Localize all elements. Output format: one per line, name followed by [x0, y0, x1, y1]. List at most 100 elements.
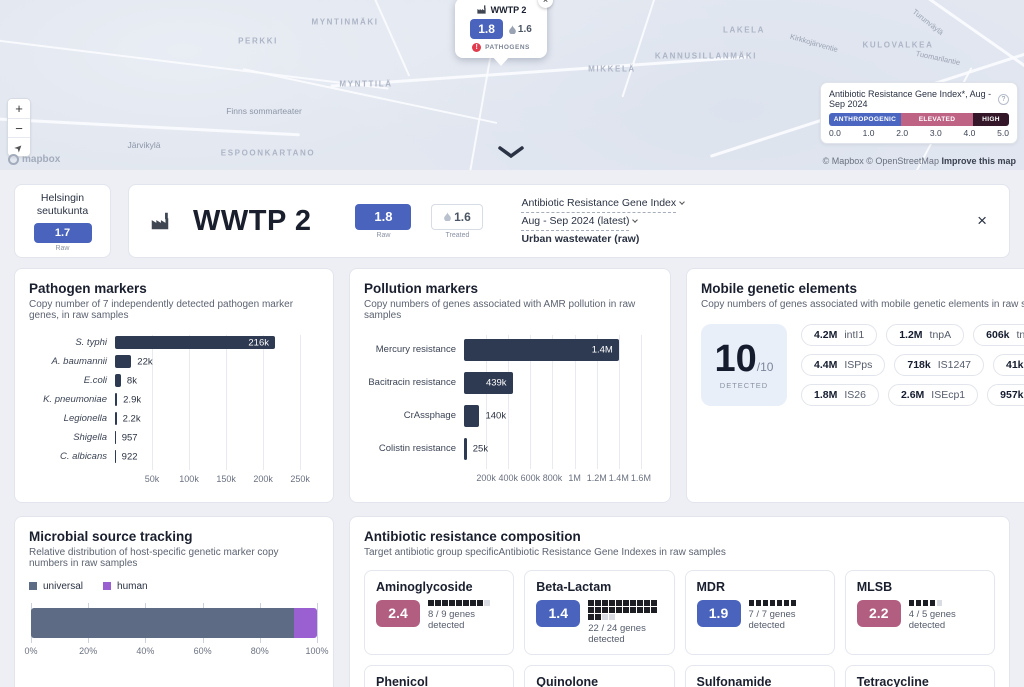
help-icon[interactable]: ? — [998, 93, 1009, 105]
raw-label: Raw — [376, 231, 391, 239]
value-label: 922 — [121, 451, 138, 463]
panel-title: Mobile genetic elements — [701, 281, 858, 297]
genes-detected-label: 8 / 9 genes detected — [428, 608, 476, 631]
genes-detected-label: 22 / 24 genes detected — [588, 622, 646, 645]
genes-detected-label: 4 / 5 genes detected — [908, 608, 956, 631]
category-label: Shigella — [73, 432, 107, 444]
gridline — [300, 335, 302, 471]
chart-row: Colistin resistance 25k — [364, 432, 656, 465]
pathogen-bar-chart: S. typhi 216k A. baumannii 22k E.coli 8k K. pn… — [29, 333, 319, 490]
panel-title: Microbial source tracking — [29, 529, 193, 545]
gridline — [596, 335, 598, 470]
bar: 216k — [115, 336, 275, 350]
legend-ticks: 0.0 1.0 2.0 3.0 4.0 5.0 — [829, 128, 1009, 138]
bar-segment — [294, 608, 317, 639]
zoom-out-button[interactable]: − — [8, 118, 30, 137]
gene-detected-square — [602, 607, 608, 613]
gene-detected-square — [644, 607, 650, 613]
gene-pill: 718k IS1247 — [894, 354, 984, 377]
map-popup[interactable]: × WWTP 2 1.8 1.6 ! PATHOGENS — [455, 0, 553, 58]
axis-tick: 80% — [250, 646, 269, 657]
region-card[interactable]: Helsingin seutukunta 1.7 Raw — [14, 184, 111, 259]
gene-detected-square — [470, 600, 476, 606]
antibiotic-name: Phenicol — [376, 674, 429, 687]
gridline — [226, 335, 228, 471]
mge-pills: 4.2MintI11.2MtnpA606ktnpA513ktnpA4.4MISP… — [801, 324, 1024, 407]
gene-pill: 41kIncP_oriT — [993, 354, 1024, 377]
panel-title: Antibiotic resistance composition — [364, 529, 581, 545]
antibiotic-name: Aminoglycoside — [376, 580, 473, 595]
value-label: 216k — [248, 337, 269, 349]
category-label: Bacitracin resistance — [368, 377, 456, 389]
gridline — [508, 335, 510, 470]
gene-detected-square — [790, 600, 796, 606]
popup-close-button[interactable]: × — [538, 0, 553, 8]
improve-map-link[interactable]: Improve this map — [941, 156, 1016, 166]
gene-detected-square — [769, 600, 775, 606]
bar-track: 957 — [115, 431, 315, 445]
legend-swatch — [29, 582, 37, 591]
compass-button[interactable]: ➤ — [8, 137, 30, 156]
site-card: WWTP 2 1.8 Raw 1.6 Treated Antibiotic Re… — [128, 184, 1010, 259]
gene-copy-number: 606k — [986, 329, 1010, 342]
gene-pill: 957kTn5403 — [987, 384, 1024, 407]
value-label: 2.9k — [123, 394, 142, 406]
mge-count: 10 — [714, 338, 757, 381]
legend-tick: 0.0 — [829, 128, 841, 138]
axis-tick: 200k — [476, 473, 496, 484]
legend-tick: 5.0 — [997, 128, 1009, 138]
chart-row: CrAssphage 140k — [364, 399, 656, 432]
mst-legend: universal human — [29, 581, 319, 592]
bar — [464, 437, 467, 460]
chart-row: A. baumannii 22k — [29, 352, 319, 371]
close-button[interactable]: × — [977, 211, 987, 231]
gene-detected-square — [776, 600, 782, 606]
treated-drop-icon — [509, 24, 516, 34]
region-name: Helsingin seutukunta — [36, 192, 89, 218]
gene-detected-square — [435, 600, 441, 606]
panel-pollution-markers: Pollution markers Copy numbers of genes … — [349, 268, 671, 504]
pill-row: 1.8M IS26 2.6M ISEcp1 957kTn5403 — [801, 384, 1024, 407]
gene-detected-square — [922, 600, 929, 606]
mst-axis: 0% 20% 40% 60% 80% 100% — [24, 646, 328, 662]
gene-copy-number: 4.2M — [814, 329, 838, 342]
chart-row: K. pneumoniae 2.9k — [29, 390, 319, 409]
gene-missing-square — [602, 614, 608, 620]
chart-row: Shigella 957 — [29, 428, 319, 447]
gene-detected-square — [428, 600, 434, 606]
gridline — [640, 335, 642, 470]
region-value-chip: 1.7 — [33, 223, 92, 244]
bar — [115, 450, 116, 464]
legend-tick: 4.0 — [963, 128, 976, 138]
map-label: LAKELA — [722, 25, 766, 35]
zoom-in-button[interactable]: + — [8, 99, 30, 118]
panel-subtitle: Relative distribution of host-specific g… — [29, 547, 279, 570]
legend-swatch — [103, 582, 112, 591]
gene-name: tnpA — [929, 329, 952, 342]
site-title: WWTP 2 — [193, 204, 312, 237]
mst-stacked-bar — [31, 603, 318, 644]
axis-tick: 20% — [79, 646, 98, 657]
antibiotic-name: Quinolone — [536, 674, 599, 687]
gene-squares — [908, 600, 983, 606]
gridline — [574, 335, 576, 470]
gridline — [552, 335, 554, 470]
gene-detected-square — [602, 600, 608, 606]
map[interactable]: MYNTINMÄKI PERKKI LAKELA KANNUSILLANMÄKI MIK… — [0, 0, 1024, 170]
bar-segment — [31, 608, 295, 639]
category-label: K. pneumoniae — [43, 394, 107, 406]
legend-item: human — [103, 581, 148, 592]
selector-index-dropdown[interactable]: Antibiotic Resistance Gene Index — [521, 195, 677, 213]
selector-period-dropdown[interactable]: Aug - Sep 2024 (latest) — [521, 213, 630, 231]
arc-card: Phenicol1.34 / 4 genes detected — [364, 664, 515, 687]
bar — [115, 393, 118, 407]
map-label: PERKKI — [238, 36, 278, 46]
genes-detected-label: 7 / 7 genes detected — [748, 608, 796, 631]
gridline — [618, 335, 620, 470]
chart-row: S. typhi 216k — [29, 333, 319, 352]
attribution-text: © Mapbox © OpenStreetMap — [822, 156, 939, 166]
bar-track: 216k — [115, 336, 315, 350]
arc-detail: 7 / 7 genes detected — [748, 600, 823, 631]
map-collapse-chevron[interactable] — [498, 146, 524, 158]
